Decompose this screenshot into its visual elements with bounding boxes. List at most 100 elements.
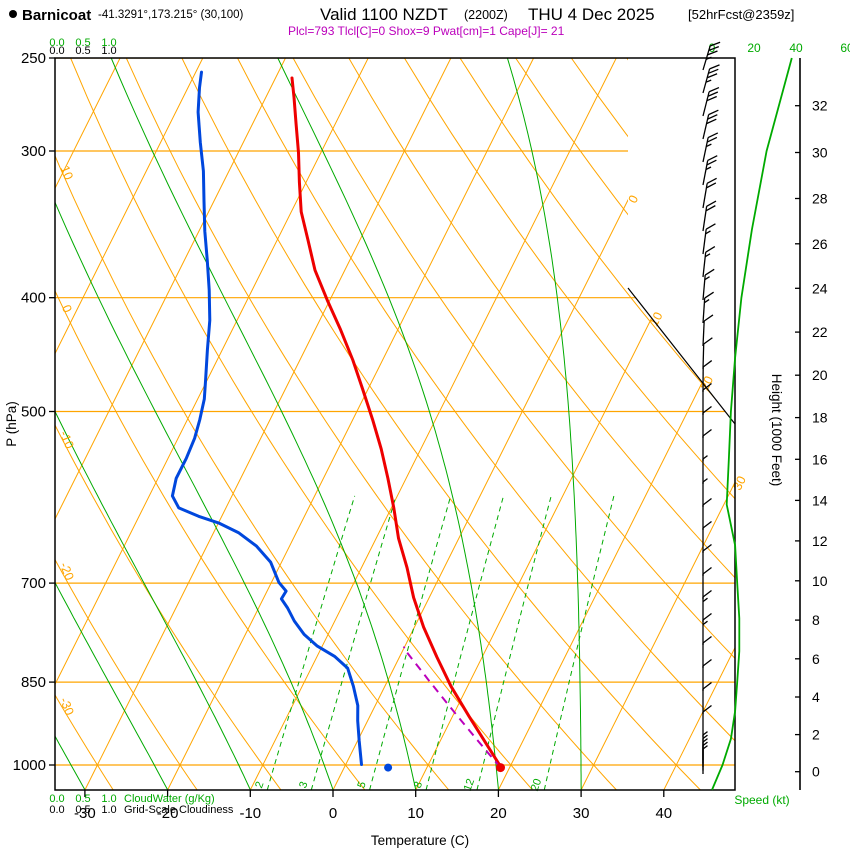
grid-line-labels: 2 3 5 8 12 20 0 10 20 30 10 0 -10 -20 -30 — [57, 164, 749, 793]
axes-and-wind-overlay: 0204060024681012141618202224262830322503… — [13, 37, 850, 822]
pressure-tick-label: 1000 — [13, 757, 46, 774]
isotherm-line — [55, 58, 204, 790]
mixing-ratio-line — [310, 495, 397, 790]
dry-adiabat-line — [292, 58, 735, 790]
height-tick-label: 0 — [812, 764, 820, 780]
mixing-ratio-label: 8 — [412, 780, 425, 790]
moist-adiabat-line — [110, 58, 417, 790]
wind-barb — [702, 200, 717, 232]
plot-cut-diagonal — [627, 287, 736, 425]
surface-temperature-dot — [496, 763, 505, 773]
dry-adiabat-line — [55, 58, 450, 790]
mixing-ratio-line — [369, 495, 452, 790]
dry-adiabat-line — [403, 58, 735, 790]
height-axis-title: Height (1000 Feet) — [769, 374, 784, 487]
scale-tick-cloudiness-top: 0.5 — [75, 45, 90, 57]
dry-adiabat-line — [738, 58, 850, 790]
temperature-axis-title: Temperature (C) — [371, 833, 469, 848]
height-tick-label: 8 — [812, 612, 820, 628]
forecast-hour: [52hrFcst@2359z] — [688, 7, 794, 22]
scale-tick-cloudwater: 0.5 — [75, 793, 90, 805]
wind-barb — [702, 41, 721, 71]
height-tick-label: 4 — [812, 689, 820, 705]
temperature-tick-label: 10 — [407, 805, 424, 822]
pressure-tick-label: 300 — [21, 143, 46, 160]
speed-axis-tick-label: 40 — [789, 41, 803, 55]
plot-border — [54, 57, 736, 791]
scale-tick-cloudwater: 0.0 — [49, 793, 64, 805]
moist-adiabat-line — [506, 58, 582, 790]
scale-tick-cloudwater-top: 1.0 — [101, 37, 116, 49]
dry-adiabat-line — [55, 58, 198, 790]
mixing-ratio-label: 2 — [253, 780, 266, 790]
height-tick-label: 30 — [812, 145, 828, 161]
wind-barb — [702, 589, 712, 622]
scale-tick-cloudiness: 0.5 — [75, 804, 90, 816]
pressure-tick-label: 250 — [21, 50, 46, 67]
scale-tick-cloudiness: 0.0 — [49, 804, 64, 816]
wind-barb — [702, 405, 712, 438]
cloudiness-label: Grid-Scale Cloudiness — [124, 804, 234, 816]
wind-barb — [702, 132, 719, 163]
isotherm-line — [663, 58, 735, 790]
parcel-trajectory — [402, 646, 502, 769]
wind-barb — [702, 64, 720, 94]
valid-date: THU 4 Dec 2025 — [528, 5, 655, 24]
wind-barb — [702, 177, 717, 209]
isotherm-label: 30 — [730, 474, 749, 493]
temperature-tick-label: -30 — [74, 805, 96, 822]
height-tick-label: 2 — [812, 727, 820, 743]
mixing-ratio-label: 3 — [297, 780, 310, 790]
temperature-tick-label: -10 — [239, 805, 261, 822]
height-tick-label: 16 — [812, 451, 828, 467]
dry-adiabat-label: -10 — [57, 429, 77, 451]
temperature-tick-label: 30 — [573, 805, 590, 822]
isotherm-line — [55, 58, 286, 790]
scale-tick-cloudwater-top: 0.5 — [75, 37, 90, 49]
speed-axis-tick-label: 20 — [747, 41, 761, 55]
isotherm-line — [55, 58, 121, 790]
wind-barb — [702, 268, 715, 301]
wind-barb — [702, 635, 712, 668]
dry-adiabat-line — [237, 58, 735, 790]
height-tick-label: 32 — [812, 98, 828, 114]
pressure-axis-title: P (hPa) — [4, 401, 19, 447]
wind-barb — [702, 86, 720, 117]
moist-adiabat-line — [277, 58, 499, 790]
isotherm-label: 0 — [626, 193, 642, 206]
dry-adiabat-label: -20 — [57, 560, 77, 582]
sounding-indices: Plcl=793 Tlcl[C]=0 Shox=9 Pwat[cm]=1 Cap… — [288, 24, 565, 38]
height-tick-label: 20 — [812, 367, 828, 383]
dry-adiabat-label: 10 — [58, 164, 76, 182]
wind-barb — [702, 291, 714, 324]
temperature-tick-label: 20 — [490, 805, 507, 822]
dry-adiabat-label: -30 — [57, 695, 77, 717]
height-tick-label: 26 — [812, 236, 828, 252]
wind-barb — [702, 428, 712, 461]
isotherm-line — [55, 58, 369, 790]
scale-tick-cloudiness-top: 0.0 — [49, 45, 64, 57]
valid-time-z: (2200Z) — [464, 8, 508, 22]
dry-adiabat-label: 0 — [59, 303, 75, 315]
temperature-curve — [290, 76, 502, 767]
wind-barb — [702, 745, 708, 774]
wind-barb — [702, 478, 708, 507]
mixing-ratio-label: 20 — [529, 777, 544, 793]
pressure-tick-label: 850 — [21, 674, 46, 691]
isotherm-line — [497, 58, 735, 790]
valid-time: Valid 1100 NZDT — [320, 5, 448, 24]
dry-adiabat-line — [459, 58, 735, 790]
plot-frame — [54, 57, 736, 791]
wind-barb — [702, 155, 718, 186]
dry-adiabat-line — [348, 58, 735, 790]
isotherm-line — [580, 58, 735, 790]
mixing-ratio-line — [266, 495, 356, 790]
height-tick-label: 18 — [812, 410, 828, 426]
dry-adiabat-line — [55, 58, 366, 790]
speed-axis-tick-label: 60 — [840, 41, 850, 55]
speed-axis-tick-label: 0 — [709, 41, 716, 55]
wind-barb — [702, 497, 712, 530]
station-name: Barnicoat — [22, 7, 91, 24]
sounding-curves — [170, 70, 505, 773]
